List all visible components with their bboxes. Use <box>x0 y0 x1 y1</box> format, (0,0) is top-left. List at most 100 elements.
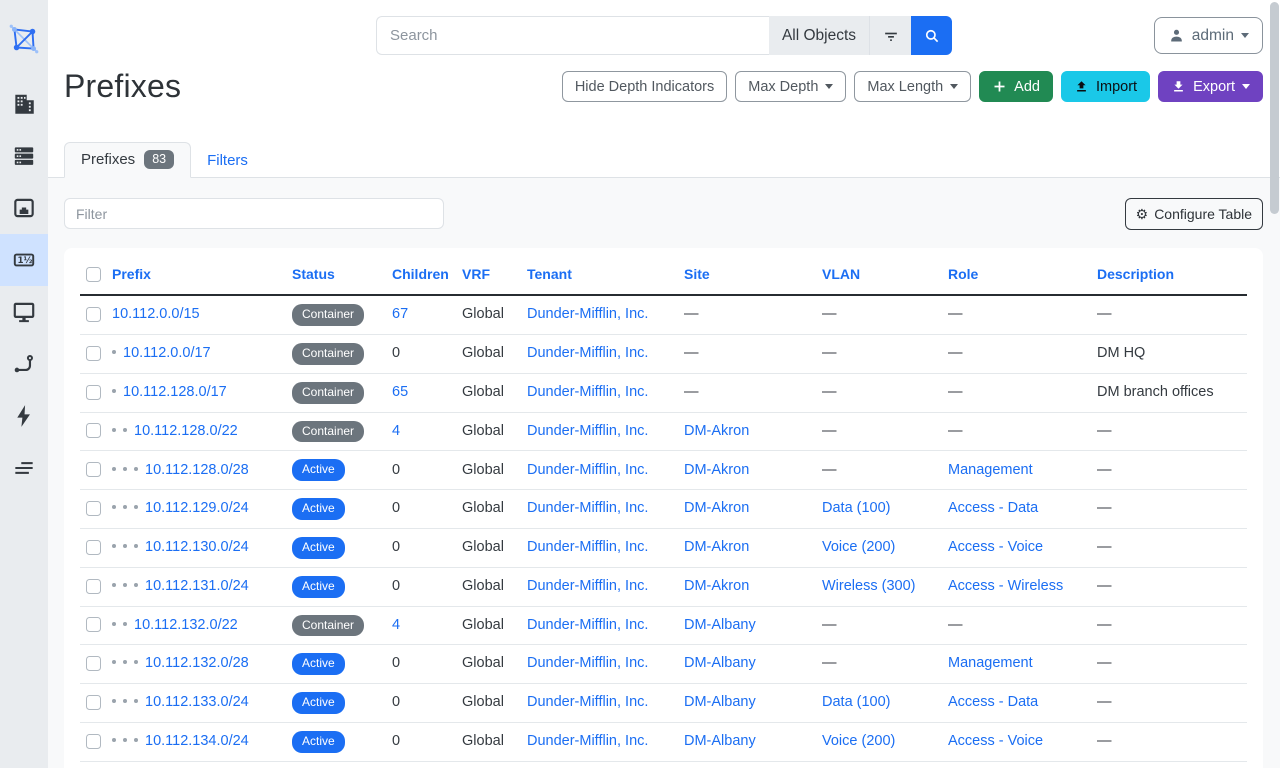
user-menu-button[interactable]: admin <box>1153 17 1263 54</box>
description-value: DM branch offices <box>1097 383 1214 400</box>
sidebar-item-other[interactable] <box>0 442 48 494</box>
row-checkbox[interactable] <box>86 423 101 439</box>
sidebar-item-devices[interactable] <box>0 130 48 182</box>
max-length-label: Max Length <box>867 78 944 95</box>
vlan-link[interactable]: Voice (200) <box>822 539 896 556</box>
sidebar-item-virtualization[interactable] <box>0 286 48 338</box>
prefix-link[interactable]: 10.112.0.0/17 <box>123 345 211 362</box>
tenant-link[interactable]: Dunder-Mifflin, Inc. <box>527 539 649 556</box>
column-sort-children[interactable]: Children <box>392 265 449 282</box>
tab-filters[interactable]: Filters <box>207 151 248 169</box>
vlan-link[interactable]: Voice (200) <box>822 733 896 750</box>
role-link[interactable]: Access - Voice <box>948 539 1044 556</box>
prefix-link[interactable]: 10.112.0.0/15 <box>112 306 200 323</box>
row-checkbox[interactable] <box>86 578 101 594</box>
quick-filter-input[interactable] <box>64 198 444 229</box>
role-link[interactable]: Access - Data <box>948 694 1039 711</box>
sidebar-item-power[interactable] <box>0 390 48 442</box>
children-link[interactable]: 65 <box>392 383 409 400</box>
column-sort-tenant[interactable]: Tenant <box>527 265 572 282</box>
configure-table-button[interactable]: ⚙ Configure Table <box>1124 197 1263 230</box>
site-link[interactable]: DM-Albany <box>684 616 756 633</box>
column-sort-prefix[interactable]: Prefix <box>112 265 151 282</box>
prefix-link[interactable]: 10.112.134.0/24 <box>145 733 249 750</box>
site-link[interactable]: DM-Akron <box>684 577 750 594</box>
tenant-link[interactable]: Dunder-Mifflin, Inc. <box>527 345 649 362</box>
row-checkbox[interactable] <box>86 656 101 672</box>
search-input[interactable] <box>376 16 769 55</box>
prefix-link[interactable]: 10.112.133.0/24 <box>145 694 249 711</box>
row-checkbox[interactable] <box>86 462 101 478</box>
prefix-link[interactable]: 10.112.132.0/22 <box>134 616 238 633</box>
tab-prefixes[interactable]: Prefixes 83 <box>64 142 192 178</box>
tenant-link[interactable]: Dunder-Mifflin, Inc. <box>527 577 649 594</box>
page-scrollbar[interactable] <box>1270 2 1279 214</box>
select-all-checkbox[interactable] <box>86 267 101 283</box>
prefix-link[interactable]: 10.112.132.0/28 <box>145 655 249 672</box>
row-checkbox[interactable] <box>86 617 101 633</box>
vlan-link[interactable]: Data (100) <box>822 500 891 517</box>
children-link[interactable]: 4 <box>392 616 401 633</box>
prefix-link[interactable]: 10.112.131.0/24 <box>145 577 249 594</box>
row-checkbox[interactable] <box>86 500 101 516</box>
site-link[interactable]: DM-Albany <box>684 655 756 672</box>
tenant-link[interactable]: Dunder-Mifflin, Inc. <box>527 655 649 672</box>
site-link[interactable]: DM-Akron <box>684 461 750 478</box>
row-checkbox[interactable] <box>86 306 101 322</box>
search-filter-button[interactable] <box>869 16 911 55</box>
children-link[interactable]: 4 <box>392 422 401 439</box>
column-sort-role[interactable]: Role <box>948 265 979 282</box>
chevron-down-icon <box>1242 84 1250 89</box>
vlan-link[interactable]: Wireless (300) <box>822 577 916 594</box>
tenant-link[interactable]: Dunder-Mifflin, Inc. <box>527 383 649 400</box>
tenant-link[interactable]: Dunder-Mifflin, Inc. <box>527 422 649 439</box>
site-link[interactable]: DM-Akron <box>684 539 750 556</box>
prefix-link[interactable]: 10.112.128.0/17 <box>123 383 227 400</box>
sidebar-item-circuits[interactable] <box>0 338 48 390</box>
role-link[interactable]: Management <box>948 461 1033 478</box>
export-dropdown[interactable]: Export <box>1158 71 1263 102</box>
role-link[interactable]: Management <box>948 655 1033 672</box>
site-link[interactable]: DM-Albany <box>684 733 756 750</box>
role-link[interactable]: Access - Wireless <box>948 577 1064 594</box>
role-link[interactable]: Access - Data <box>948 500 1039 517</box>
max-depth-dropdown[interactable]: Max Depth <box>735 71 847 102</box>
tenant-link[interactable]: Dunder-Mifflin, Inc. <box>527 616 649 633</box>
tenant-link[interactable]: Dunder-Mifflin, Inc. <box>527 733 649 750</box>
prefix-link[interactable]: 10.112.130.0/24 <box>145 539 249 556</box>
sidebar-item-ipam[interactable]: 1½ <box>0 234 48 286</box>
role-link[interactable]: Access - Voice <box>948 733 1044 750</box>
status-badge: Container <box>292 304 365 327</box>
column-sort-vrf[interactable]: VRF <box>462 265 490 282</box>
prefix-link[interactable]: 10.112.128.0/22 <box>134 422 238 439</box>
row-checkbox[interactable] <box>86 345 101 361</box>
site-link[interactable]: DM-Akron <box>684 422 750 439</box>
tenant-link[interactable]: Dunder-Mifflin, Inc. <box>527 306 649 323</box>
children-link[interactable]: 67 <box>392 306 409 323</box>
row-checkbox[interactable] <box>86 539 101 555</box>
sidebar-item-connections[interactable] <box>0 182 48 234</box>
prefix-link[interactable]: 10.112.129.0/24 <box>145 500 249 517</box>
column-sort-site[interactable]: Site <box>684 265 710 282</box>
import-button[interactable]: Import <box>1060 71 1151 102</box>
site-link[interactable]: DM-Albany <box>684 694 756 711</box>
row-checkbox[interactable] <box>86 384 101 400</box>
sidebar-item-organization[interactable] <box>0 78 48 130</box>
site-link[interactable]: DM-Akron <box>684 500 750 517</box>
netbox-logo[interactable] <box>0 0 48 78</box>
row-checkbox[interactable] <box>86 733 101 749</box>
prefix-link[interactable]: 10.112.128.0/28 <box>145 461 249 478</box>
column-sort-status[interactable]: Status <box>292 265 335 282</box>
search-scope-button[interactable]: All Objects <box>769 16 869 55</box>
add-button[interactable]: Add <box>979 71 1053 102</box>
hide-depth-indicators-button[interactable]: Hide Depth Indicators <box>561 71 728 102</box>
column-sort-vlan[interactable]: VLAN <box>822 265 861 282</box>
tenant-link[interactable]: Dunder-Mifflin, Inc. <box>527 461 649 478</box>
search-submit-button[interactable] <box>911 16 952 55</box>
max-length-dropdown[interactable]: Max Length <box>854 71 972 102</box>
tenant-link[interactable]: Dunder-Mifflin, Inc. <box>527 500 649 517</box>
column-sort-description[interactable]: Description <box>1097 265 1175 282</box>
row-checkbox[interactable] <box>86 694 101 710</box>
tenant-link[interactable]: Dunder-Mifflin, Inc. <box>527 694 649 711</box>
vlan-link[interactable]: Data (100) <box>822 694 891 711</box>
